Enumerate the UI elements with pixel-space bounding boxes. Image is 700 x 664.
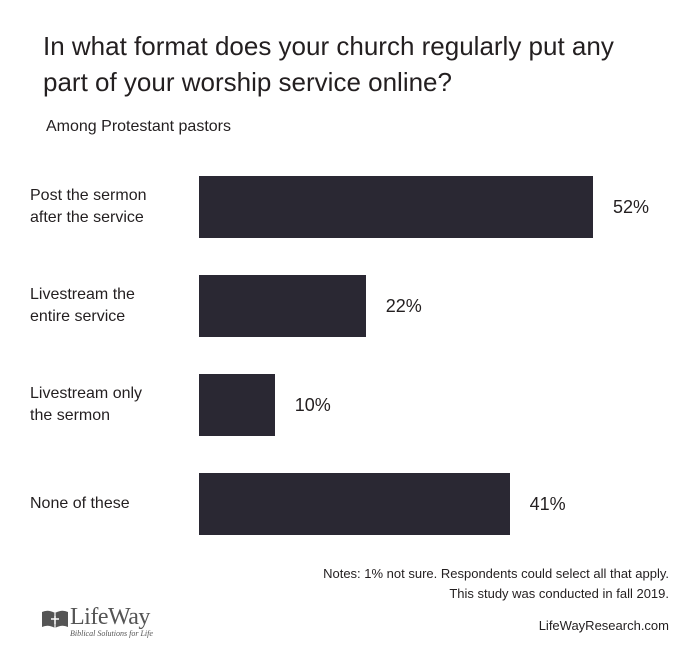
chart-title: In what format does your church regularl… — [43, 31, 614, 97]
value-label: 52% — [613, 197, 650, 217]
value-label: 22% — [385, 296, 422, 316]
category-label-line: Livestream only — [30, 385, 143, 402]
category-label-line: None of these — [30, 495, 130, 512]
chart-notes: Notes: 1% not sure. Respondents could se… — [323, 564, 669, 604]
bar — [199, 176, 593, 238]
category-label: Post the sermon after the service — [30, 176, 190, 238]
site-url: LifeWayResearch.com — [538, 618, 669, 633]
logo-tagline: Biblical Solutions for Life — [70, 629, 153, 638]
category-label: Livestream only the sermon — [30, 374, 190, 436]
bar — [199, 275, 366, 337]
bar — [199, 473, 510, 535]
category-label-line: Post the sermon — [30, 187, 147, 204]
book-icon — [42, 610, 68, 628]
category-label-line: entire service — [30, 308, 126, 325]
bar — [199, 374, 275, 436]
category-label: None of these — [30, 473, 190, 535]
category-label-line: after the service — [30, 209, 144, 226]
notes-line-2: This study was conducted in fall 2019. — [449, 586, 669, 601]
value-label: 10% — [294, 395, 331, 415]
logo-name: LifeWay — [70, 604, 150, 630]
category-label-line: Livestream the — [30, 286, 135, 303]
value-label: 41% — [529, 494, 566, 514]
chart-subtitle: Among Protestant pastors — [46, 118, 231, 135]
notes-line-1: Notes: 1% not sure. Respondents could se… — [323, 566, 669, 581]
lifeway-logo: LifeWay Biblical Solutions for Life — [40, 604, 170, 644]
category-label-line: the sermon — [30, 407, 111, 424]
category-label: Livestream the entire service — [30, 275, 190, 337]
